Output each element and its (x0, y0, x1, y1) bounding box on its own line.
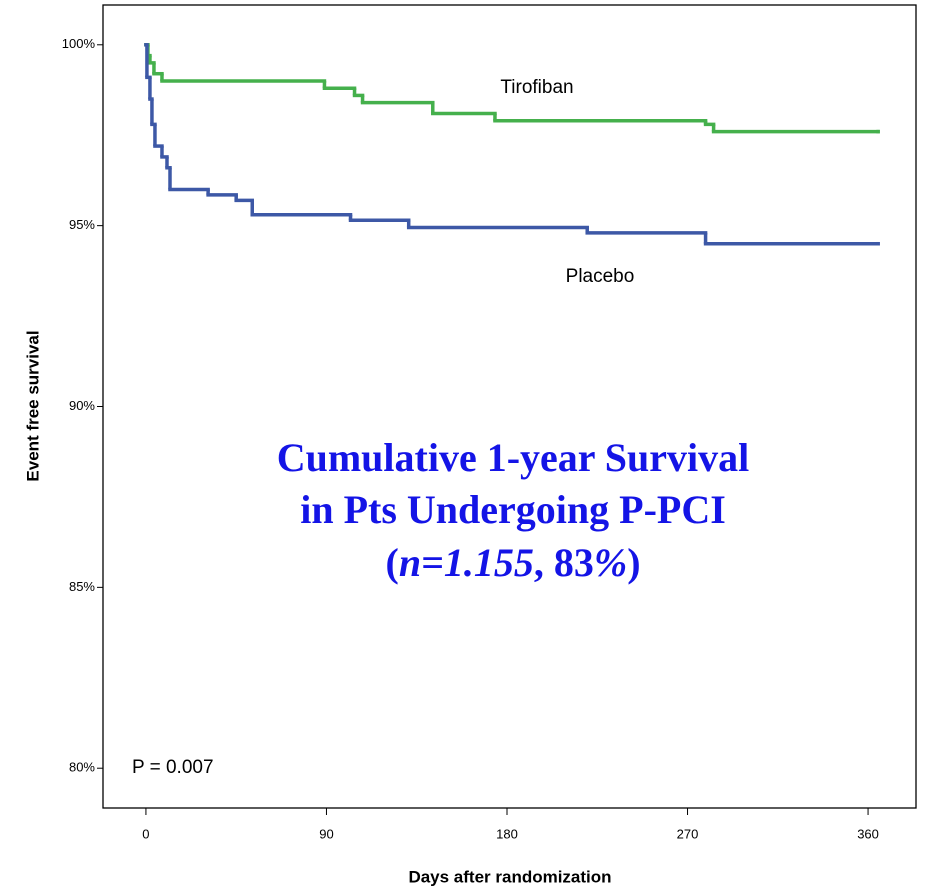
overlay-title-part: ) (627, 540, 640, 585)
overlay-title-part: , 83 (534, 540, 594, 585)
y-tick-label: 90% (69, 398, 95, 413)
overlay-title: Cumulative 1-year Survival (277, 435, 750, 480)
x-tick-label: 270 (677, 826, 699, 841)
overlay-title-part: % (594, 540, 627, 585)
x-tick-label: 90 (319, 826, 333, 841)
y-tick-label: 100% (62, 36, 96, 51)
survival-curve (144, 43, 880, 246)
x-axis-title: Days after randomization (408, 867, 611, 886)
y-tick-label: 85% (69, 579, 95, 594)
x-tick-label: 0 (142, 826, 149, 841)
series-label: Tirofiban (500, 77, 573, 98)
series-label: Placebo (566, 266, 635, 287)
overlay-title-part: in Pts Undergoing P-PCI (300, 487, 726, 532)
overlay-title-part: n=1.155 (399, 540, 534, 585)
x-tick-label: 360 (857, 826, 879, 841)
plot-frame (102, 4, 917, 809)
p-value: P = 0.007 (132, 757, 214, 778)
y-tick-label: 95% (69, 217, 95, 232)
y-axis-title: Event free survival (23, 330, 42, 481)
overlay-title: (n=1.155, 83%) (385, 540, 640, 585)
overlay-title-part: ( (385, 540, 398, 585)
overlay-title-part: Cumulative 1-year Survival (277, 435, 750, 480)
y-tick-label: 80% (69, 760, 95, 775)
overlay-title: in Pts Undergoing P-PCI (300, 487, 726, 532)
x-tick-label: 180 (496, 826, 518, 841)
